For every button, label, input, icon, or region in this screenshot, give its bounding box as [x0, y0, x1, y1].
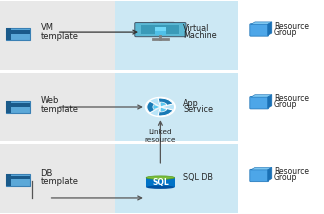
Text: Group: Group	[274, 100, 297, 109]
Wedge shape	[153, 104, 160, 110]
Text: App: App	[183, 99, 199, 108]
Wedge shape	[147, 101, 160, 113]
Polygon shape	[268, 167, 272, 181]
Text: Resource: Resource	[274, 22, 309, 31]
FancyBboxPatch shape	[153, 22, 174, 34]
Bar	[6, 28, 30, 40]
FancyBboxPatch shape	[155, 31, 166, 35]
Text: template: template	[40, 32, 78, 41]
Bar	[11, 103, 30, 107]
Circle shape	[145, 97, 176, 117]
Polygon shape	[251, 167, 272, 170]
Text: Virtual: Virtual	[183, 24, 209, 33]
Bar	[115, 73, 238, 141]
Bar	[6, 101, 11, 113]
Bar	[141, 25, 179, 34]
Polygon shape	[251, 95, 272, 97]
Ellipse shape	[146, 186, 175, 189]
Text: Linked
resource: Linked resource	[145, 129, 176, 143]
Text: Service: Service	[183, 105, 213, 114]
Wedge shape	[158, 107, 173, 116]
Wedge shape	[160, 107, 167, 112]
FancyBboxPatch shape	[250, 169, 269, 182]
Circle shape	[147, 98, 174, 116]
Wedge shape	[160, 102, 167, 107]
Text: SQL DB: SQL DB	[183, 173, 213, 182]
Polygon shape	[251, 22, 272, 24]
Ellipse shape	[146, 176, 175, 179]
Bar	[6, 174, 11, 186]
Text: template: template	[40, 177, 78, 186]
Text: Group: Group	[274, 173, 297, 182]
FancyBboxPatch shape	[250, 97, 269, 109]
Bar	[11, 176, 30, 179]
Bar	[6, 101, 30, 113]
Polygon shape	[268, 22, 272, 36]
Bar	[115, 144, 238, 213]
FancyBboxPatch shape	[135, 22, 186, 37]
Text: DB: DB	[40, 169, 53, 178]
Bar	[0, 1, 117, 70]
Text: Web: Web	[40, 96, 59, 105]
Text: template: template	[40, 105, 78, 114]
Bar	[6, 174, 30, 186]
Bar	[146, 178, 175, 187]
Text: Group: Group	[274, 28, 297, 37]
Text: Resource: Resource	[274, 167, 309, 176]
Bar	[155, 27, 166, 32]
Text: SQL: SQL	[152, 178, 169, 187]
Bar	[6, 28, 11, 40]
Bar	[0, 73, 117, 141]
FancyBboxPatch shape	[250, 24, 269, 36]
Wedge shape	[158, 98, 173, 107]
Bar	[0, 144, 117, 213]
Bar	[11, 30, 30, 34]
Text: Resource: Resource	[274, 94, 309, 103]
Text: VM: VM	[40, 23, 53, 32]
Text: Machine: Machine	[183, 31, 217, 40]
Polygon shape	[268, 95, 272, 108]
Bar	[115, 1, 238, 70]
